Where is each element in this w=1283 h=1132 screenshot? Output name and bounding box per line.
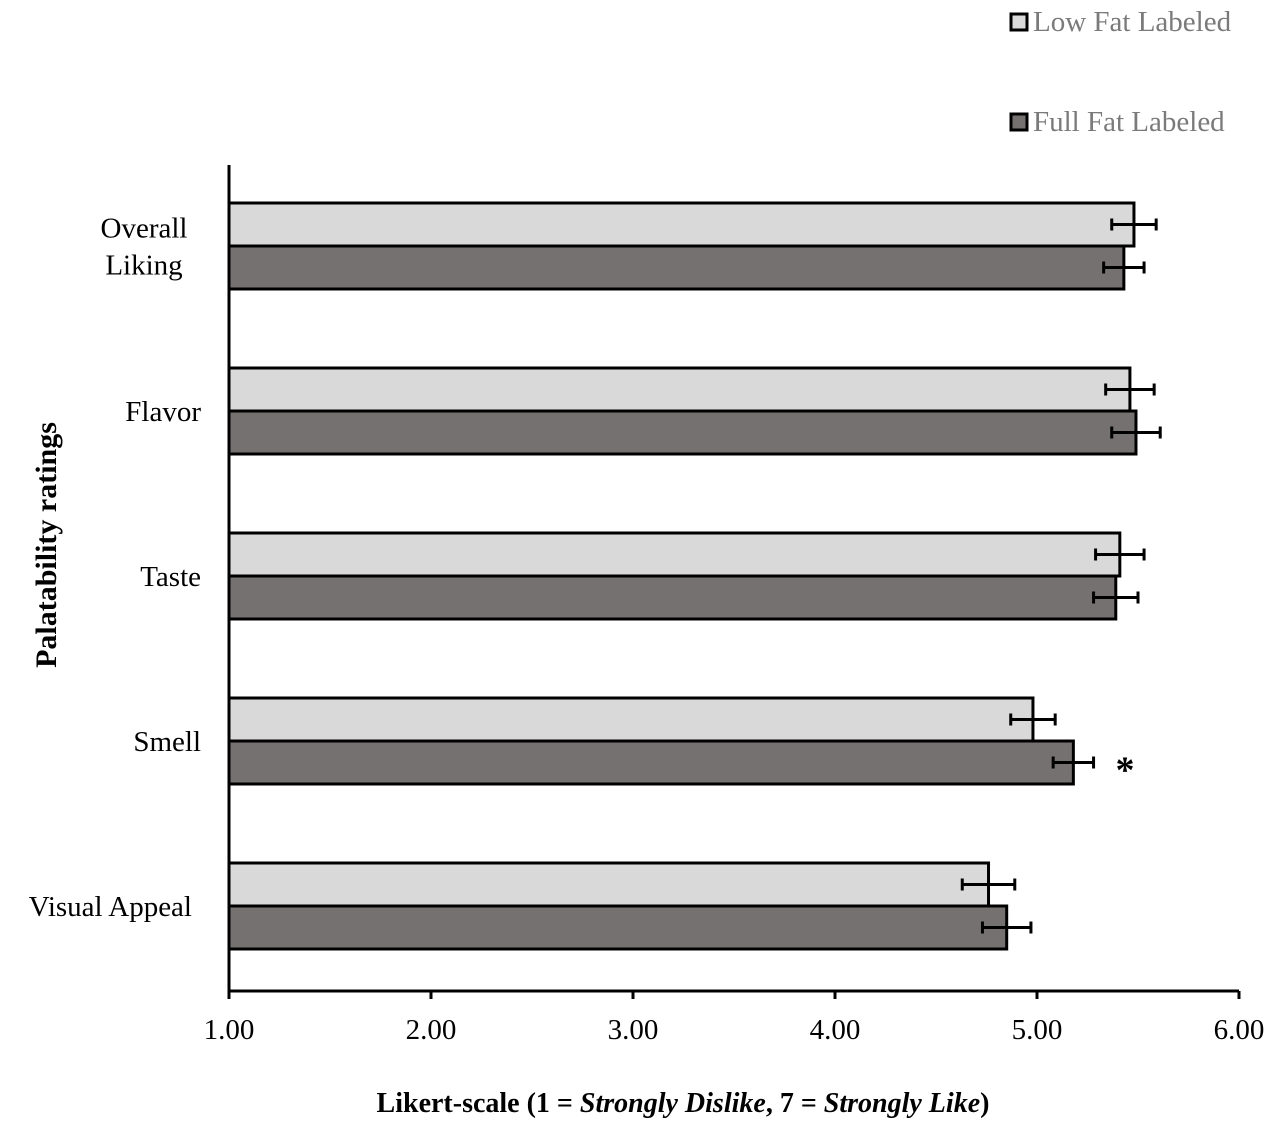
legend-swatch <box>1009 12 1029 32</box>
category-labels: Overall Liking Flavor Taste Smell Visual Appe… <box>29 213 202 924</box>
x-tick-label: 4.00 <box>810 1014 861 1046</box>
annotations: * <box>1116 750 1135 792</box>
x-axis-label-part: Likert-scale (1 = <box>377 1088 580 1119</box>
bar-full-fat <box>227 904 1009 951</box>
bar-group <box>227 201 1138 951</box>
bar-low-fat <box>227 201 1136 248</box>
x-tick-label: 2.00 <box>406 1014 457 1046</box>
x-axis-label: Likert-scale (1 = Strongly Dislike, 7 = … <box>377 1088 990 1119</box>
significance-marker: * <box>1116 750 1135 792</box>
bar-full-fat <box>227 244 1126 291</box>
category-label: Taste <box>140 561 201 593</box>
axes <box>227 165 1241 999</box>
x-tick-label: 5.00 <box>1012 1014 1063 1046</box>
category-label: Smell <box>133 726 201 758</box>
legend-label: Low Fat Labeled <box>1033 6 1232 38</box>
bar-full-fat <box>227 409 1138 456</box>
category-label: Liking <box>105 250 182 282</box>
legend-swatch <box>1009 112 1029 132</box>
bar-full-fat <box>227 739 1075 786</box>
x-tick-labels: 1.00 2.00 3.00 4.00 5.00 6.00 <box>204 1014 1265 1046</box>
category-label: Flavor <box>125 396 201 428</box>
legend: Low Fat Labeled Full Fat Labeled <box>1009 6 1232 138</box>
x-tick-label: 3.00 <box>608 1014 659 1046</box>
bar-low-fat <box>227 366 1132 413</box>
bar-full-fat <box>227 574 1118 621</box>
x-tick-label: 6.00 <box>1214 1014 1265 1046</box>
x-axis-label-part: Strongly Like <box>824 1088 980 1119</box>
category-label: Overall <box>101 213 188 245</box>
x-axis-label-part: ) <box>980 1088 989 1119</box>
bar-low-fat <box>227 531 1122 578</box>
error-bar-group <box>960 218 1162 934</box>
legend-label: Full Fat Labeled <box>1033 106 1225 138</box>
bar-low-fat <box>227 861 991 908</box>
category-label: Visual Appeal <box>29 891 192 923</box>
x-axis-label-part: Strongly Dislike <box>580 1088 766 1119</box>
x-tick-label: 1.00 <box>204 1014 255 1046</box>
bar-low-fat <box>227 696 1035 743</box>
x-axis-label-part: , 7 = <box>766 1088 824 1119</box>
y-axis-label: Palatability ratings <box>30 422 63 668</box>
